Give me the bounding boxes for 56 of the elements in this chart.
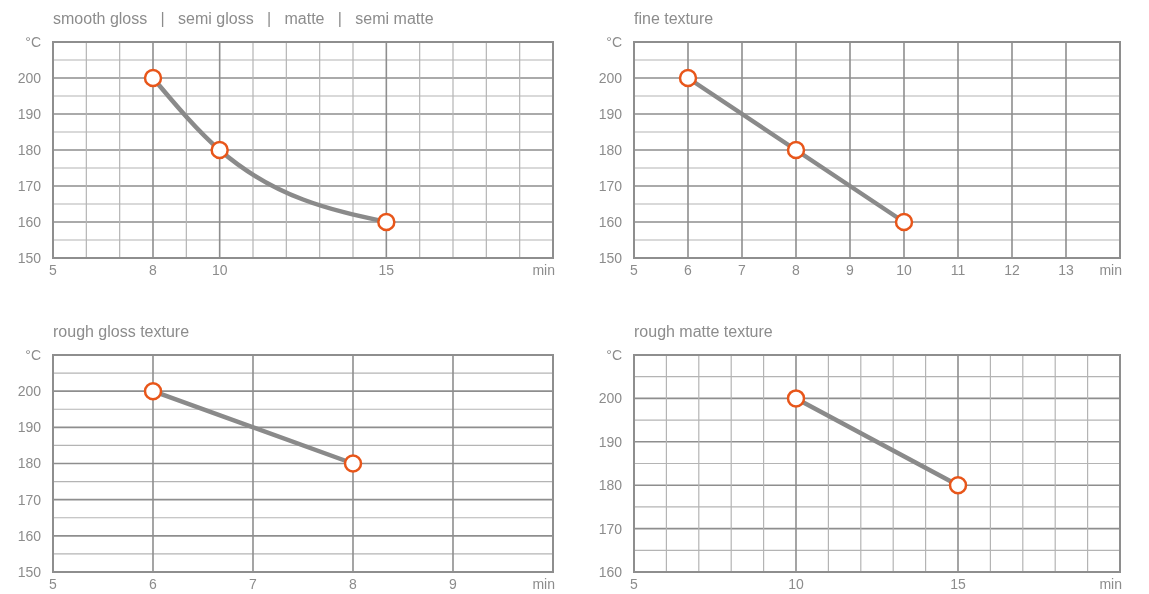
- y-tick-label: 180: [17, 141, 42, 158]
- x-tick-label: 8: [792, 262, 801, 278]
- x-tick-label: 11: [950, 262, 966, 278]
- x-tick-label: 12: [1004, 262, 1020, 278]
- x-tick-label: 9: [846, 262, 855, 278]
- y-axis-title: °C: [25, 346, 41, 363]
- y-tick-label: 170: [598, 177, 623, 194]
- x-axis-title: min: [532, 576, 555, 592]
- x-tick-label: 6: [149, 576, 158, 592]
- y-tick-label: 160: [598, 213, 623, 230]
- y-tick-label: 170: [17, 177, 42, 194]
- chart-title: smooth gloss | semi gloss | matte | semi matte: [53, 10, 434, 27]
- x-tick-label: 5: [49, 262, 58, 278]
- y-tick-label: 190: [17, 419, 42, 436]
- y-tick-label: 180: [17, 455, 42, 472]
- x-tick-label: 13: [1058, 262, 1074, 278]
- y-tick-label: 200: [17, 69, 42, 86]
- y-tick-label: 150: [17, 249, 42, 266]
- y-tick-label: 200: [598, 390, 623, 407]
- y-axis-title: °C: [25, 33, 41, 50]
- x-tick-label: 10: [788, 576, 804, 592]
- y-tick-label: 180: [598, 141, 623, 158]
- chart-title: rough gloss texture: [53, 323, 190, 340]
- x-tick-label: 7: [249, 576, 258, 592]
- y-tick-label: 170: [17, 491, 42, 508]
- x-tick-label: 10: [211, 262, 228, 278]
- x-tick-label: 5: [630, 576, 639, 592]
- y-tick-label: 200: [17, 383, 42, 400]
- y-tick-label: 150: [17, 563, 42, 580]
- y-axis-title: °C: [606, 33, 622, 50]
- x-tick-label: 6: [684, 262, 693, 278]
- y-tick-label: 160: [17, 527, 42, 544]
- y-tick-label: 190: [598, 105, 623, 122]
- y-tick-label: 150: [598, 249, 623, 266]
- x-tick-label: 7: [738, 262, 747, 278]
- x-tick-label: 8: [349, 576, 358, 592]
- x-tick-label: 5: [630, 262, 639, 278]
- y-tick-label: 180: [598, 477, 623, 494]
- x-axis-title: min: [1099, 576, 1122, 592]
- x-tick-label: 9: [449, 576, 458, 592]
- y-tick-label: 200: [598, 69, 623, 86]
- y-tick-label: 160: [17, 213, 42, 230]
- x-tick-label: 5: [49, 576, 58, 592]
- x-axis-title: min: [532, 262, 555, 278]
- y-tick-label: 190: [598, 433, 623, 450]
- chart-title: fine texture: [634, 10, 714, 27]
- y-tick-label: 160: [598, 563, 623, 580]
- x-tick-label: 10: [896, 262, 912, 278]
- y-axis-title: °C: [606, 346, 622, 363]
- x-axis-title: min: [1099, 262, 1122, 278]
- chart-title: rough matte texture: [634, 323, 773, 340]
- x-tick-label: 15: [950, 576, 966, 592]
- y-tick-label: 190: [17, 105, 42, 122]
- x-tick-label: 8: [149, 262, 158, 278]
- y-tick-label: 170: [598, 520, 623, 537]
- x-tick-label: 15: [378, 262, 395, 278]
